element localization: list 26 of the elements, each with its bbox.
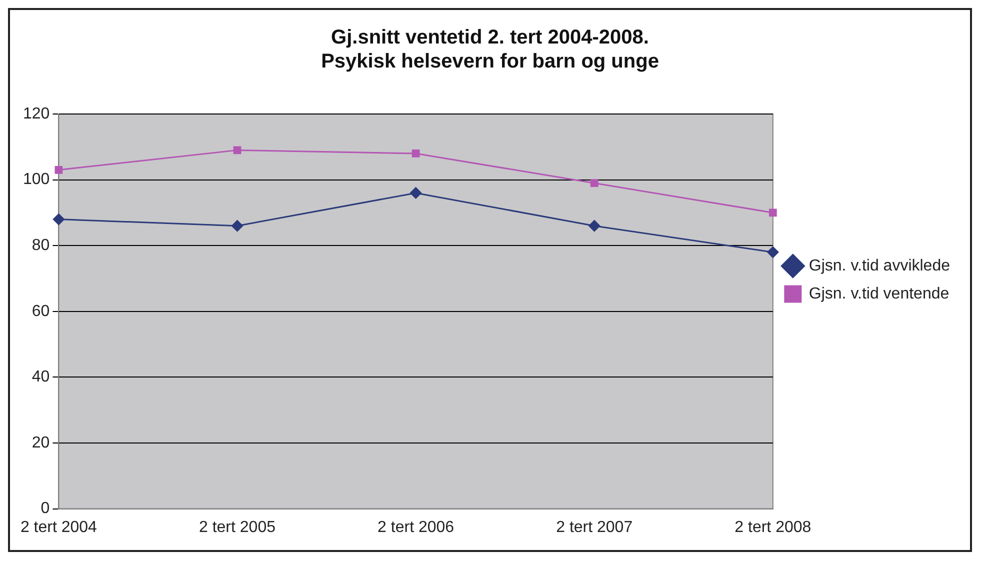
legend-label: Gjsn. v.tid ventende (808, 285, 950, 302)
point (588, 220, 600, 232)
point (232, 220, 243, 232)
point (590, 179, 598, 188)
y-tick-label: 120 (22, 105, 50, 122)
x-tick-label: 2 tert 2007 (556, 518, 633, 536)
y-tick-label: 20 (32, 434, 50, 452)
text: Psykisk helsevern for barn og unge (321, 50, 659, 73)
y-tick-label: 80 (32, 237, 50, 254)
x-tick-label: 2 tert 2004 (20, 518, 98, 536)
point (52, 214, 64, 226)
y-tick-label: 0 (40, 500, 50, 518)
point (412, 150, 420, 158)
text: Gj.snitt ventetid 2. tert 2004-2008. (331, 26, 649, 49)
legend-label: Gjsn. v.tid avviklede (808, 257, 950, 274)
point (410, 187, 422, 199)
point (54, 166, 63, 174)
y-tick-label: 60 (32, 302, 50, 320)
point (233, 146, 242, 154)
point (767, 246, 779, 258)
x-tick-label: 2 tert 2008 (734, 518, 812, 536)
y-tick-label: 100 (22, 171, 50, 188)
y-tick-label: 40 (32, 368, 50, 386)
x-tick-label: 2 tert 2005 (199, 518, 276, 536)
x-tick-label: 2 tert 2006 (378, 518, 454, 536)
point (768, 208, 777, 217)
